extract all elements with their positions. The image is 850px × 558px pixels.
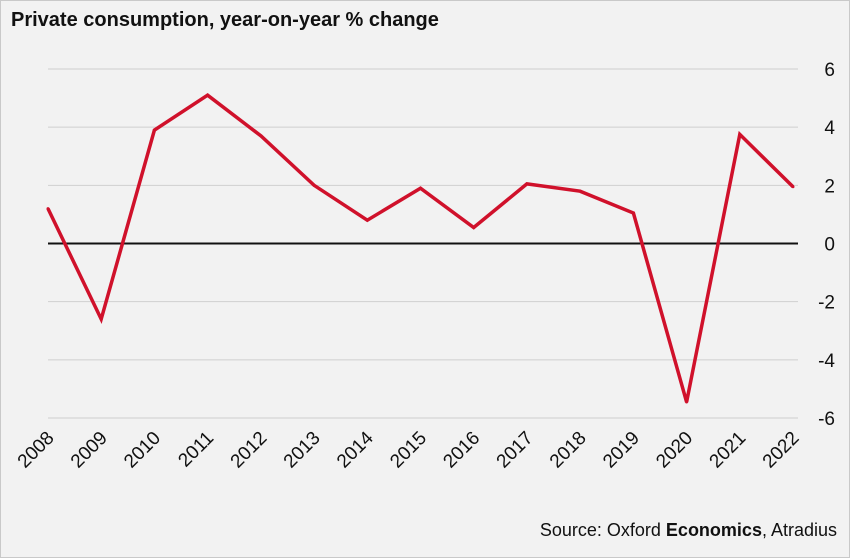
x-tick-label: 2020 (652, 428, 697, 473)
data-point-2012 (259, 134, 263, 138)
series-line-path (46, 93, 795, 403)
y-tick-label: -4 (818, 351, 835, 372)
data-point-2018 (578, 189, 582, 193)
source-prefix: Source: Oxford (539, 520, 666, 540)
x-tick-label: 2008 (14, 428, 59, 473)
data-point-2015 (419, 186, 422, 190)
series-line (46, 93, 795, 404)
data-point-2022 (791, 185, 795, 189)
source-note: Source: Oxford Economics, Atradius (540, 520, 837, 541)
data-point-2008 (46, 207, 50, 211)
x-tick-label: 2014 (333, 427, 378, 472)
data-point-2017 (525, 182, 529, 186)
x-tick-label: 2022 (759, 428, 804, 473)
data-point-2021 (738, 132, 742, 136)
data-point-2010 (152, 128, 156, 132)
data-point-2009 (99, 317, 103, 321)
x-tick-label: 2017 (493, 428, 538, 473)
x-tick-label: 2016 (440, 428, 485, 473)
data-point-2011 (206, 93, 210, 97)
y-tick-label: 0 (824, 235, 835, 256)
x-tick-label: 2018 (546, 428, 591, 473)
y-tick-label: 2 (824, 176, 835, 197)
x-tick-label: 2021 (706, 428, 751, 473)
y-axis-ticks: 6 4 2 0 -2 -4 -6 (818, 60, 835, 430)
x-tick-label: 2011 (174, 428, 218, 472)
data-point-2016 (472, 226, 476, 230)
source-bold: Economics (665, 520, 762, 540)
y-tick-label: -2 (818, 293, 835, 314)
x-axis-ticks: 2008 2009 2010 2011 2012 2013 2014 2015 2016 2017… (14, 427, 804, 472)
x-tick-label: 2013 (280, 428, 325, 473)
data-point-2014 (365, 218, 369, 222)
data-point-2013 (312, 183, 316, 187)
y-tick-label: 6 (824, 60, 835, 81)
y-tick-label: 4 (824, 118, 835, 139)
source-suffix: , Atradius (761, 520, 837, 540)
y-tick-label: -6 (818, 409, 835, 430)
x-tick-label: 2009 (67, 428, 112, 473)
x-tick-label: 2015 (386, 428, 431, 473)
x-tick-label: 2010 (120, 428, 165, 473)
x-tick-label: 2012 (227, 428, 272, 473)
x-tick-label: 2019 (599, 428, 644, 473)
chart-title: Private consumption, year-on-year % chan… (11, 9, 439, 31)
data-point-2020 (685, 400, 689, 404)
data-point-2019 (631, 211, 635, 215)
